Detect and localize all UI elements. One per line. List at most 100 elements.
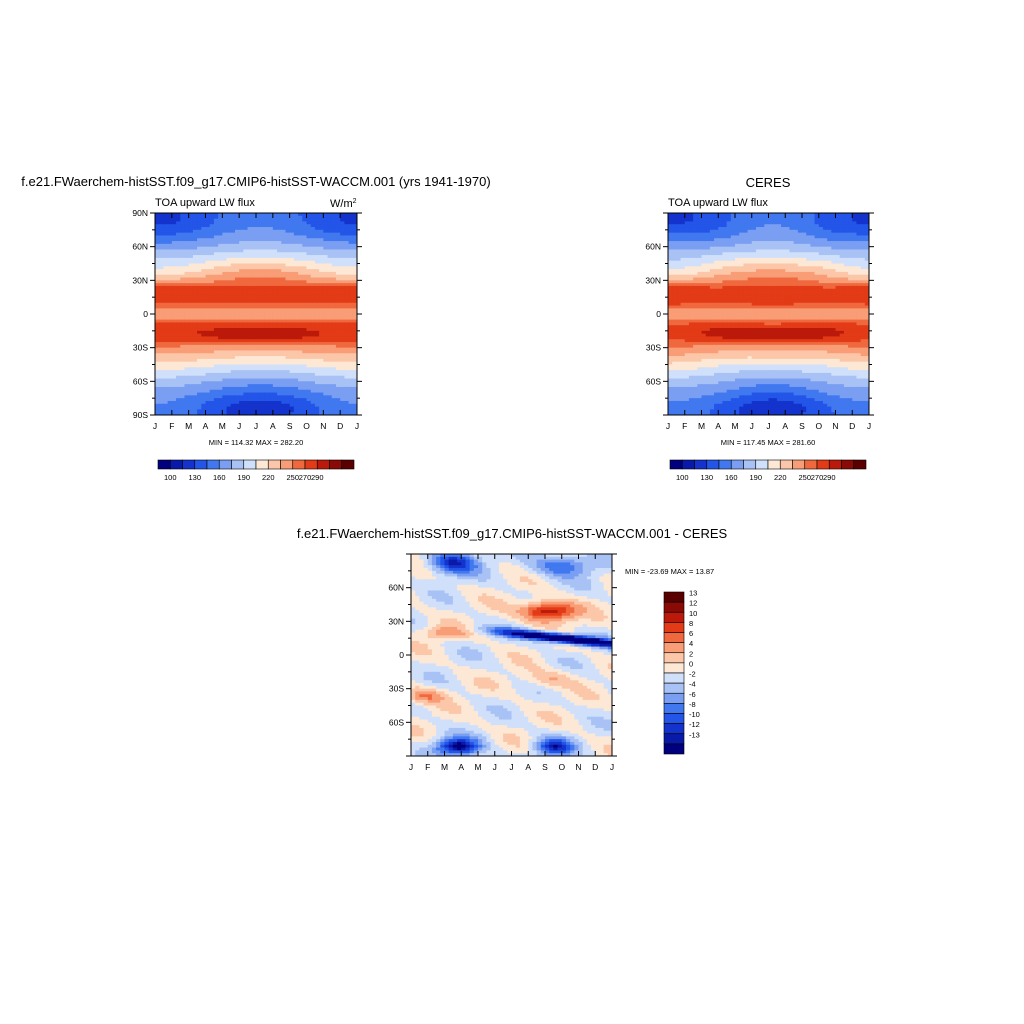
field-cell [239,311,244,315]
field-cell [260,381,266,385]
field-cell [239,297,244,301]
field-cell [327,249,333,253]
field-cell [768,255,774,259]
field-cell [184,291,190,295]
field-cell [222,330,228,335]
field-cell [222,260,228,265]
field-cell [831,235,837,239]
field-cell [319,257,324,262]
field-cell [697,283,703,287]
field-cell [272,358,278,363]
field-cell [797,224,803,228]
field-cell [239,358,244,363]
field-cell [213,347,219,352]
field-cell [213,271,219,276]
field-cell [197,227,202,231]
field-cell [230,305,236,309]
field-cell [256,241,261,245]
field-cell [192,339,198,343]
field-cell [314,291,320,295]
field-cell [743,235,749,239]
field-cell [298,302,303,307]
field-cell [335,271,341,276]
field-cell [293,412,299,415]
field-cell [213,294,219,298]
field-cell [155,302,160,307]
field-cell [701,224,707,228]
field-cell [352,409,357,413]
field-cell [735,218,740,223]
field-cell [839,285,845,290]
field-cell [289,227,295,231]
field-cell [680,246,686,251]
field-cell [302,336,308,340]
field-cell [335,336,341,340]
field-cell [726,271,732,276]
field-cell [205,400,211,405]
field-cell [772,288,778,293]
field-cell [781,255,786,259]
field-cell [344,389,350,394]
field-cell [331,269,337,273]
field-cell [672,257,677,262]
field-cell [184,235,190,239]
field-cell [331,302,337,307]
field-cell [155,288,160,293]
field-cell [281,378,287,382]
field-cell [188,263,194,267]
field-cell [192,347,198,352]
field-cell [676,241,682,245]
field-cell [213,314,219,318]
field-cell [755,266,761,270]
field-cell [843,288,849,293]
field-cell [785,285,791,290]
field-cell [277,291,282,295]
field-cell [684,269,690,273]
field-cell [256,302,261,307]
field-cell [822,224,828,228]
field-cell [234,246,240,251]
field-cell [201,395,207,399]
field-cell [743,271,749,276]
field-cell [672,260,677,265]
field-cell [852,255,858,259]
field-cell [268,389,274,394]
field-cell [285,350,291,354]
field-cell [209,372,215,377]
field-cell [188,314,194,318]
field-cell [180,246,186,251]
field-cell [243,215,249,220]
field-cell [714,269,719,273]
field-cell [340,398,345,402]
field-cell [718,229,724,234]
field-cell [323,302,329,307]
field-cell [352,311,357,315]
field-cell [256,229,261,234]
field-cell [822,238,828,242]
field-cell [281,358,287,363]
field-cell [222,367,228,371]
field-cell [277,283,282,287]
field-cell [818,243,824,248]
field-cell [352,375,357,380]
field-cell [781,277,786,281]
field-cell [743,285,749,290]
field-cell [272,325,278,329]
field-cell [726,283,732,287]
field-cell [277,280,282,284]
field-cell [197,395,202,399]
field-cell [331,392,337,396]
field-cell [818,235,824,239]
field-cell [197,213,202,217]
field-cell [856,218,862,223]
field-cell [810,224,816,228]
field-cell [243,280,249,284]
field-cell [239,299,244,304]
field-cell [205,218,211,223]
field-cell [171,356,177,360]
field-cell [260,215,266,220]
field-cell [201,316,207,321]
field-cell [281,381,287,385]
field-cell [793,218,799,223]
field-cell [180,328,186,332]
